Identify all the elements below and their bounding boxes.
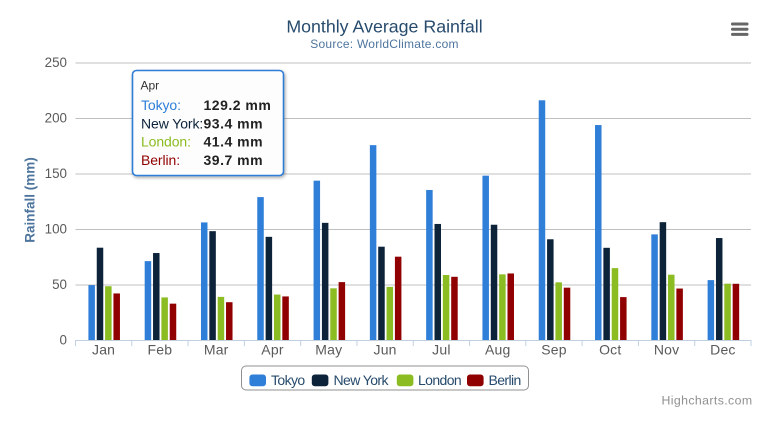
svg-text:Feb: Feb bbox=[148, 342, 173, 358]
svg-text:50: 50 bbox=[52, 277, 67, 292]
svg-text:Apr: Apr bbox=[261, 342, 284, 358]
svg-text:New York: New York bbox=[334, 372, 390, 388]
svg-text:Nov: Nov bbox=[654, 342, 680, 358]
svg-text:Berlin: Berlin bbox=[489, 372, 521, 388]
svg-text:Sep: Sep bbox=[541, 342, 567, 358]
svg-text:Jan: Jan bbox=[92, 342, 115, 358]
svg-text:Aug: Aug bbox=[485, 342, 511, 358]
svg-text:93.4 mm: 93.4 mm bbox=[204, 115, 264, 131]
svg-text:Monthly Average Rainfall: Monthly Average Rainfall bbox=[286, 16, 482, 36]
svg-text:Jun: Jun bbox=[374, 342, 397, 358]
svg-text:Mar: Mar bbox=[204, 342, 229, 358]
svg-text:Apr: Apr bbox=[141, 78, 160, 92]
svg-text:250: 250 bbox=[45, 55, 67, 70]
svg-text:London:: London: bbox=[141, 134, 191, 150]
svg-text:200: 200 bbox=[45, 111, 67, 126]
svg-text:New York:: New York: bbox=[141, 115, 203, 131]
svg-text:100: 100 bbox=[45, 222, 67, 237]
svg-text:129.2 mm: 129.2 mm bbox=[204, 97, 272, 113]
svg-text:Tokyo:: Tokyo: bbox=[141, 97, 181, 113]
svg-text:39.7 mm: 39.7 mm bbox=[204, 152, 264, 168]
svg-text:Berlin:: Berlin: bbox=[141, 152, 180, 168]
svg-text:Oct: Oct bbox=[599, 342, 621, 358]
svg-text:Jul: Jul bbox=[432, 342, 451, 358]
svg-text:May: May bbox=[315, 342, 342, 358]
svg-text:Tokyo: Tokyo bbox=[271, 372, 305, 388]
svg-text:150: 150 bbox=[45, 166, 67, 181]
svg-text:London: London bbox=[418, 372, 461, 388]
svg-text:Highcharts.com: Highcharts.com bbox=[661, 393, 752, 407]
svg-text:41.4 mm: 41.4 mm bbox=[204, 134, 264, 150]
svg-text:0: 0 bbox=[60, 333, 67, 348]
svg-text:Rainfall (mm): Rainfall (mm) bbox=[23, 157, 38, 243]
svg-text:Dec: Dec bbox=[710, 342, 736, 358]
svg-text:Source: WorldClimate.com: Source: WorldClimate.com bbox=[310, 37, 459, 51]
